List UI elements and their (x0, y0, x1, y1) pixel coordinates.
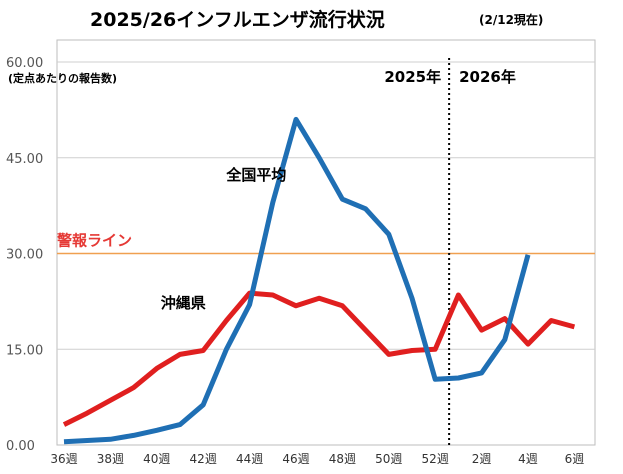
y-tick-label: 30.00 (6, 248, 43, 263)
series-layer (62, 116, 576, 445)
x-tick-label: 44週 (236, 452, 263, 466)
y-tick-layer: 0.00 15.00 30.00 45.00 60.00 (6, 56, 43, 454)
chart-title: 2025/26インフルエンザ流行状況 (90, 8, 385, 31)
warning-line-label: 警報ライン (56, 232, 132, 250)
x-tick-label: 2週 (472, 452, 492, 466)
series-line-1 (62, 290, 576, 427)
year-label-2025: 2025年 (384, 68, 441, 86)
y-axis-label: (定点あたりの報告数) (8, 71, 117, 85)
x-tick-label: 52週 (422, 452, 449, 466)
series-line-0 (63, 116, 531, 445)
x-tick-layer: 36週 38週 40週 42週 44週 46週 48週 50週 52週 2週 4週 6週 (50, 452, 584, 466)
x-tick-label: 6週 (565, 452, 585, 466)
x-tick-label: 46週 (282, 452, 309, 466)
x-tick-label: 36週 (50, 452, 77, 466)
x-tick-label: 4週 (518, 452, 538, 466)
x-tick-label: 42週 (190, 452, 217, 466)
y-tick-label: 0.00 (6, 439, 35, 454)
y-tick-label: 15.00 (6, 343, 43, 358)
series-label-national: 全国平均 (225, 166, 286, 184)
y-tick-label: 45.00 (6, 152, 43, 167)
x-tick-label: 50週 (375, 452, 402, 466)
x-tick-label: 40週 (143, 452, 170, 466)
x-tick-label: 48週 (329, 452, 356, 466)
y-tick-label: 60.00 (6, 56, 43, 71)
x-tick-label: 38週 (97, 452, 124, 466)
chart-subtitle: (2/12現在) (479, 12, 543, 27)
year-label-2026: 2026年 (459, 68, 516, 86)
series-label-okinawa: 沖縄県 (161, 294, 206, 312)
